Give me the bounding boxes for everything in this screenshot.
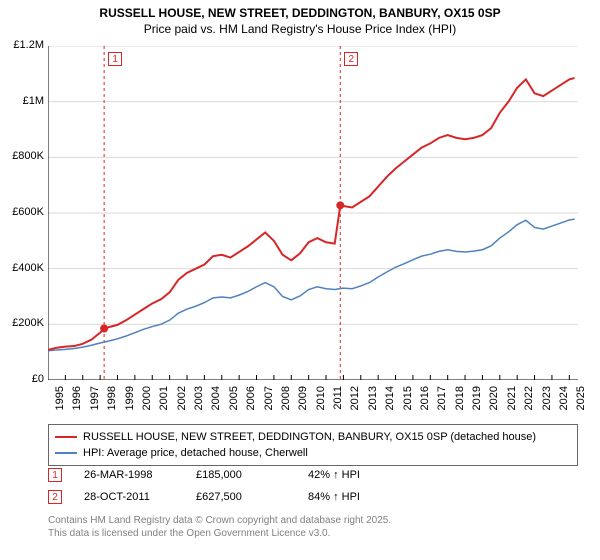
x-tick-label: 2011 xyxy=(332,386,344,426)
x-tick-label: 1997 xyxy=(89,386,101,426)
legend-swatch xyxy=(55,436,77,438)
legend-box: RUSSELL HOUSE, NEW STREET, DEDDINGTON, B… xyxy=(48,424,578,466)
y-tick-label: £400K xyxy=(12,262,44,274)
sale-marker-icon: 1 xyxy=(48,468,62,482)
legend-row: HPI: Average price, detached house, Cher… xyxy=(55,445,571,461)
y-tick-label: £200K xyxy=(12,317,44,329)
x-tick-label: 2007 xyxy=(263,386,275,426)
x-tick-label: 2020 xyxy=(488,386,500,426)
x-tick-label: 2008 xyxy=(280,386,292,426)
sale-date: 28-OCT-2011 xyxy=(84,491,174,503)
x-tick-label: 2014 xyxy=(384,386,396,426)
y-tick-label: £600K xyxy=(12,206,44,218)
x-tick-label: 2023 xyxy=(541,386,553,426)
footer-text: Contains HM Land Registry data © Crown c… xyxy=(48,514,391,540)
x-tick-label: 2024 xyxy=(558,386,570,426)
sale-marker-on-chart: 1 xyxy=(108,52,122,66)
x-tick-label: 1995 xyxy=(54,386,66,426)
chart-container: RUSSELL HOUSE, NEW STREET, DEDDINGTON, B… xyxy=(0,0,600,560)
legend-row: RUSSELL HOUSE, NEW STREET, DEDDINGTON, B… xyxy=(55,429,571,445)
footer-line-1: Contains HM Land Registry data © Crown c… xyxy=(48,514,391,527)
y-tick-label: £0 xyxy=(32,373,44,385)
x-tick-label: 2016 xyxy=(419,386,431,426)
sale-row: 2 28-OCT-2011 £627,500 84% ↑ HPI xyxy=(48,486,398,508)
y-tick-label: £800K xyxy=(12,150,44,162)
x-tick-label: 2005 xyxy=(228,386,240,426)
x-tick-label: 2025 xyxy=(575,386,587,426)
legend-swatch xyxy=(55,452,77,454)
sale-delta: 84% ↑ HPI xyxy=(308,491,398,503)
sale-price: £185,000 xyxy=(196,469,286,481)
x-tick-label: 2009 xyxy=(297,386,309,426)
x-tick-label: 2019 xyxy=(471,386,483,426)
x-tick-label: 1999 xyxy=(124,386,136,426)
x-tick-label: 2010 xyxy=(315,386,327,426)
chart-svg xyxy=(48,46,578,380)
legend-label: RUSSELL HOUSE, NEW STREET, DEDDINGTON, B… xyxy=(83,431,536,443)
x-tick-label: 2015 xyxy=(402,386,414,426)
x-tick-label: 2018 xyxy=(454,386,466,426)
footer-line-2: This data is licensed under the Open Gov… xyxy=(48,527,391,540)
x-tick-label: 2013 xyxy=(367,386,379,426)
x-tick-label: 1998 xyxy=(106,386,118,426)
title-line-1: RUSSELL HOUSE, NEW STREET, DEDDINGTON, B… xyxy=(0,6,600,20)
plot-area: £0£200K£400K£600K£800K£1M£1.2M 199519961… xyxy=(48,46,578,380)
x-tick-label: 2001 xyxy=(158,386,170,426)
sale-marker-on-chart: 2 xyxy=(344,52,358,66)
x-tick-label: 1996 xyxy=(71,386,83,426)
title-line-2: Price paid vs. HM Land Registry's House … xyxy=(0,22,600,36)
x-tick-label: 2003 xyxy=(193,386,205,426)
sale-date: 26-MAR-1998 xyxy=(84,469,174,481)
legend-label: HPI: Average price, detached house, Cher… xyxy=(83,447,308,459)
sale-marker-icon: 2 xyxy=(48,490,62,504)
x-tick-label: 2017 xyxy=(436,386,448,426)
x-tick-label: 2006 xyxy=(245,386,257,426)
x-tick-label: 2000 xyxy=(141,386,153,426)
y-tick-label: £1.2M xyxy=(13,39,44,51)
x-tick-label: 2022 xyxy=(523,386,535,426)
x-tick-label: 2012 xyxy=(349,386,361,426)
sales-list: 1 26-MAR-1998 £185,000 42% ↑ HPI 2 28-OC… xyxy=(48,464,398,508)
sale-delta: 42% ↑ HPI xyxy=(308,469,398,481)
sale-price: £627,500 xyxy=(196,491,286,503)
chart-titles: RUSSELL HOUSE, NEW STREET, DEDDINGTON, B… xyxy=(0,0,600,36)
x-tick-label: 2002 xyxy=(176,386,188,426)
x-tick-label: 2004 xyxy=(210,386,222,426)
x-tick-label: 2021 xyxy=(506,386,518,426)
sale-row: 1 26-MAR-1998 £185,000 42% ↑ HPI xyxy=(48,464,398,486)
y-tick-label: £1M xyxy=(23,95,44,107)
